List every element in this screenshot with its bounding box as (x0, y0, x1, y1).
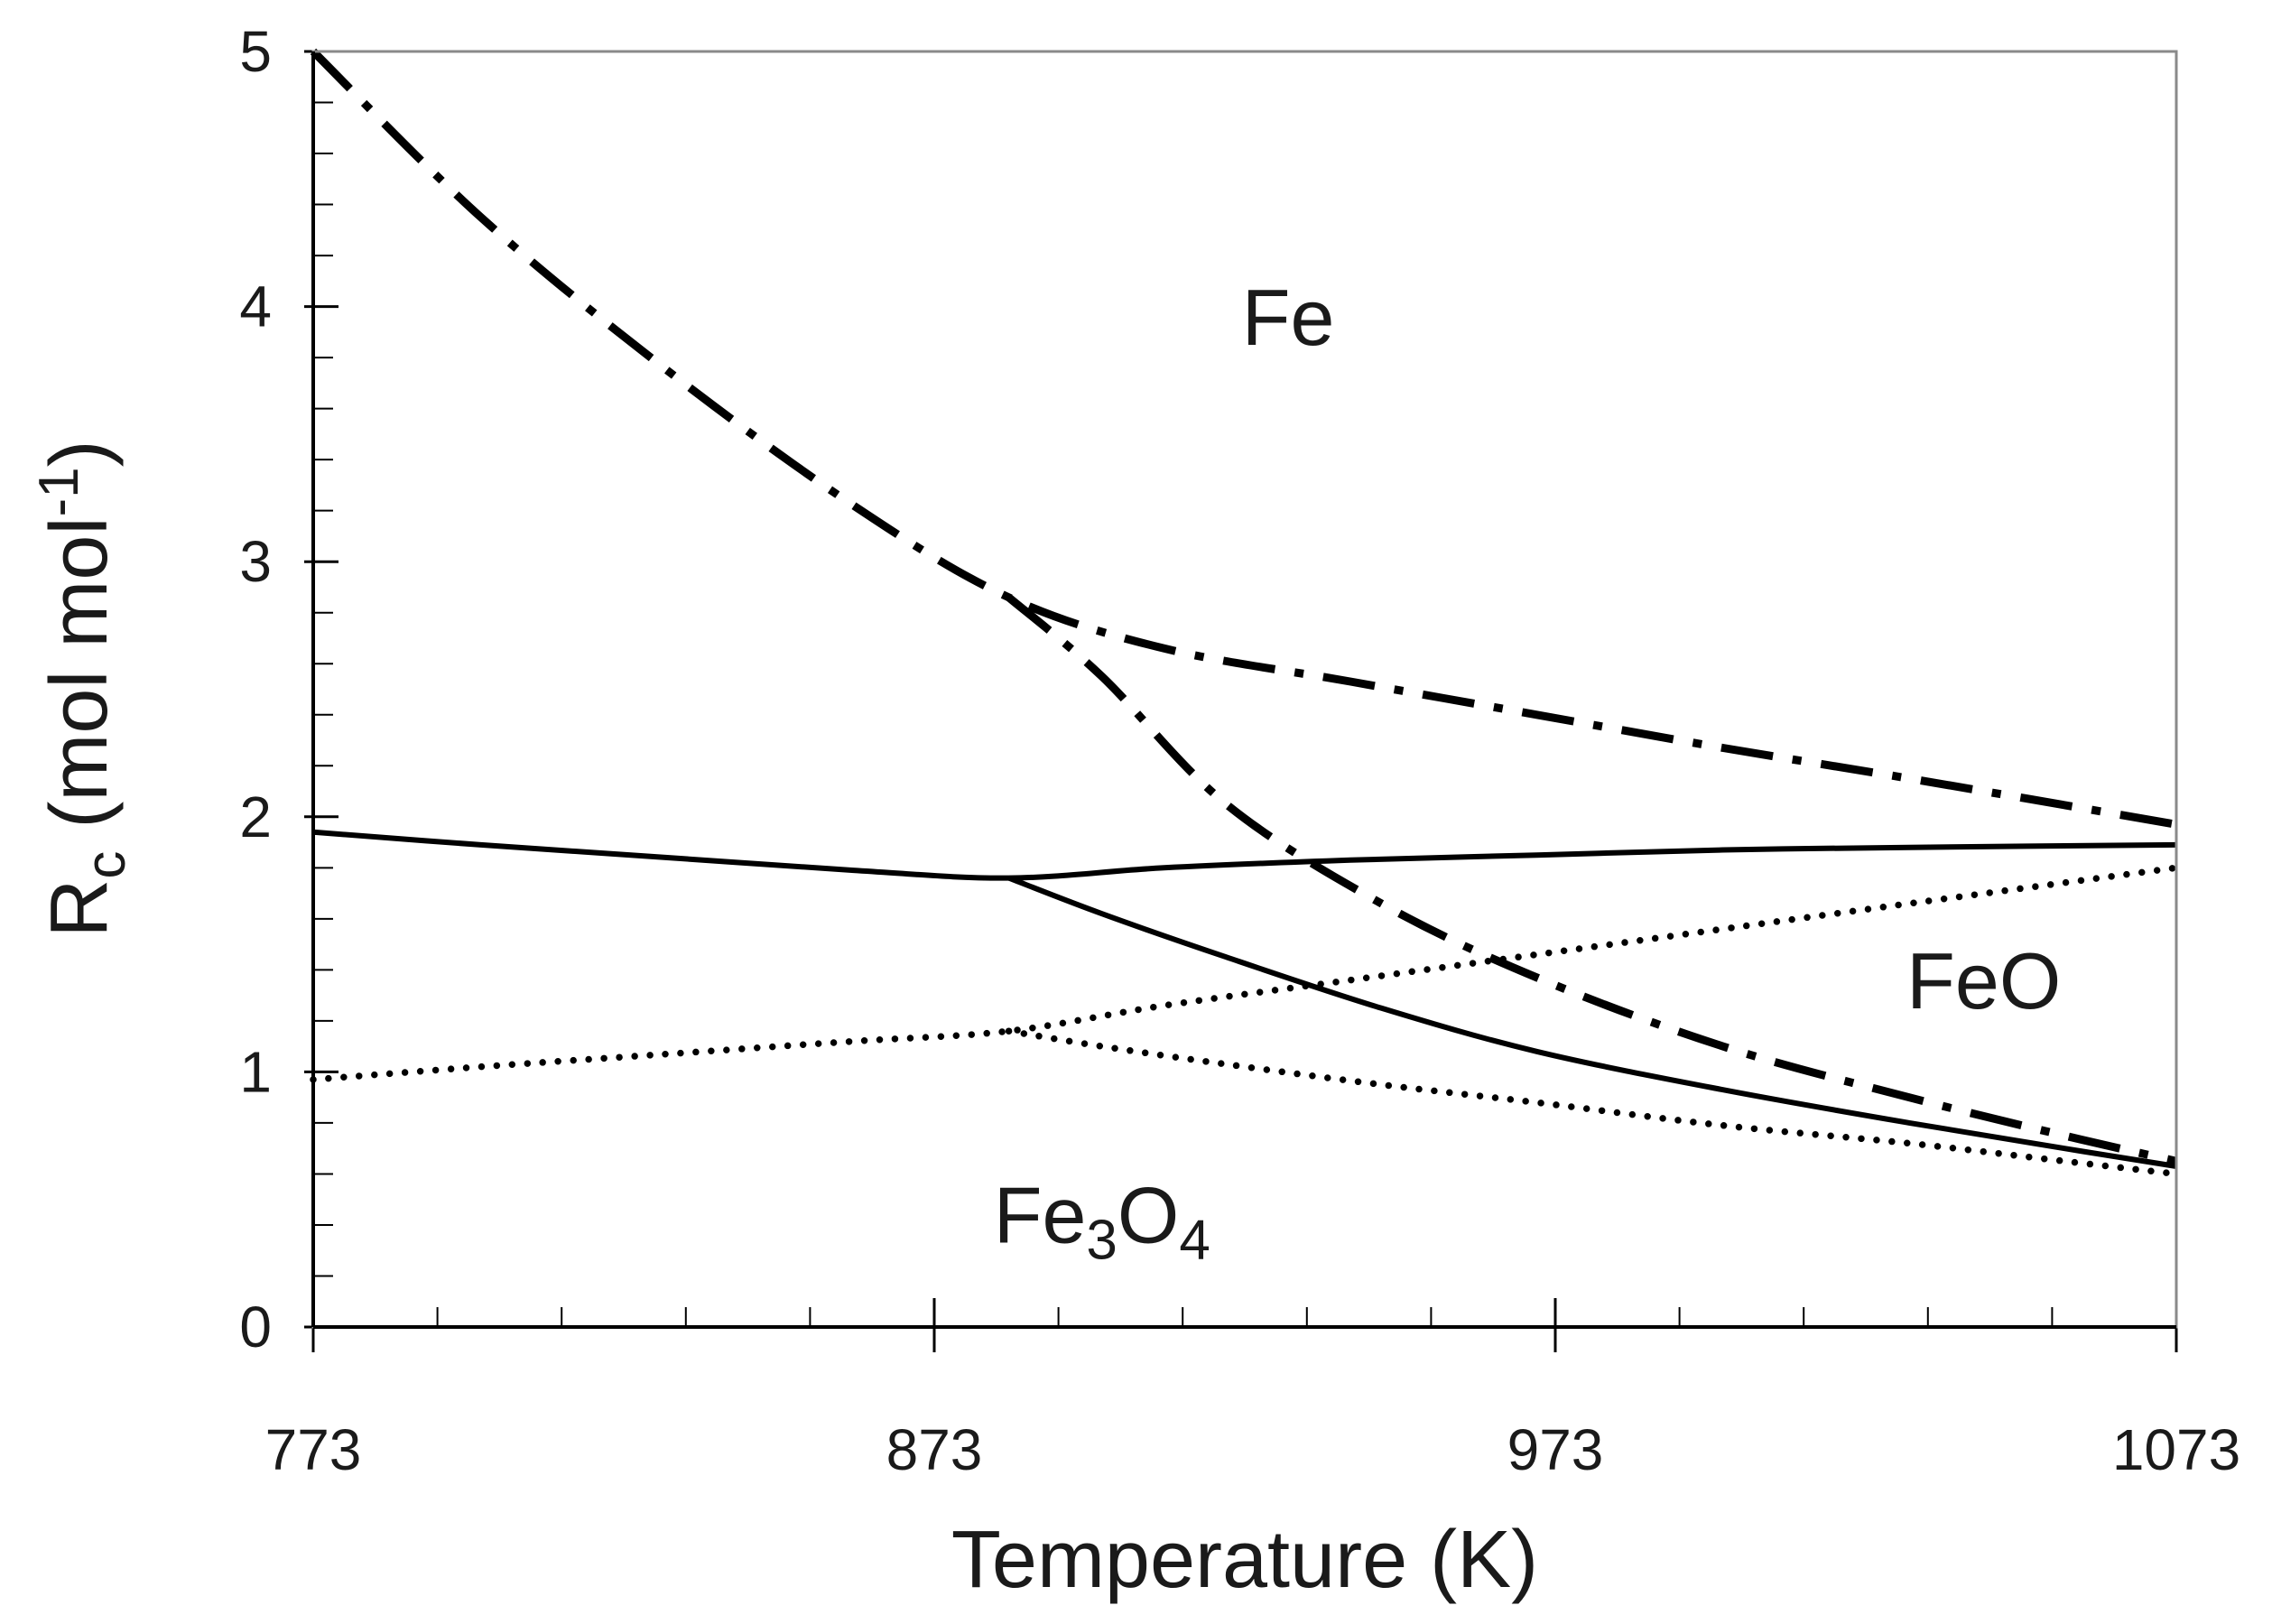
series-line-solid-3 (1007, 875, 2177, 1169)
y-tick-label: 0 (239, 1295, 272, 1360)
series-line-solid-2 (312, 829, 2177, 881)
series-line-dotted-5 (1005, 1027, 2180, 1178)
region-label-fe: Fe (1242, 273, 1335, 362)
region-label-feo: FeO (1906, 936, 2061, 1025)
y-tick-labels: 0 1 2 3 4 5 (239, 19, 272, 1360)
series-line-dashdot-1 (1006, 594, 2178, 1165)
y-tick-label: 4 (239, 274, 272, 339)
y-tick-label: 2 (239, 784, 272, 849)
y-axis-label-unit-close: ) (34, 440, 125, 467)
x-tick-labels: 773 873 973 1073 (265, 1417, 2241, 1482)
y-axis-label-main: R (34, 879, 125, 938)
x-tick-label: 873 (886, 1417, 983, 1482)
fe3o4-sub-3: 3 (1086, 1210, 1117, 1272)
fe3o4-fe: Fe (994, 1171, 1087, 1260)
series-line-dashdot-0 (310, 48, 2177, 829)
minor-ticks (313, 101, 2054, 1327)
y-axis-label-unit: (mol mol (34, 517, 125, 851)
series-layer (310, 48, 2180, 1178)
y-tick-label: 5 (239, 19, 272, 84)
y-axis-label: Rc (mol mol-1) (28, 440, 137, 937)
x-tick-label: 973 (1507, 1417, 1604, 1482)
y-tick-label: 1 (239, 1039, 272, 1104)
x-axis-label: Temperature (K) (951, 1515, 1538, 1605)
x-tick-label: 773 (265, 1417, 362, 1482)
fe3o4-sub-4: 4 (1179, 1210, 1210, 1272)
y-axis-label-unit-exponent: -1 (28, 467, 90, 516)
region-label-fe3o4: Fe3O4 (994, 1171, 1210, 1272)
series-line-dotted-4 (310, 864, 2180, 1083)
x-tick-label: 1073 (2112, 1417, 2240, 1482)
y-axis-label-sub: c (75, 851, 137, 879)
fe3o4-o: O (1117, 1171, 1179, 1260)
y-tick-label: 3 (239, 529, 272, 594)
